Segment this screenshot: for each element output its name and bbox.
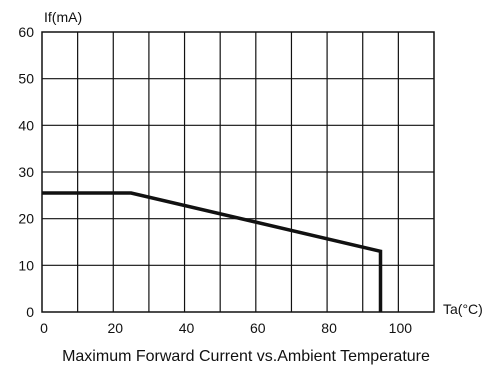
grid: [42, 32, 434, 312]
x-tick-label: 40: [179, 320, 195, 336]
x-tick-label: 20: [107, 320, 123, 336]
x-tick-label: 100: [389, 320, 413, 336]
series-line: [42, 191, 383, 312]
plot-frame: [41, 31, 435, 313]
y-axis-label: If(mA): [44, 9, 82, 25]
plot-border: [41, 31, 435, 313]
x-axis-label: Ta(°C): [443, 301, 483, 317]
y-tick-label: 50: [18, 71, 34, 87]
series-layer: [42, 191, 383, 312]
y-tick-label: 0: [26, 304, 34, 320]
chart-title: Maximum Forward Current vs.Ambient Tempe…: [62, 348, 430, 365]
x-tick-label: 80: [321, 320, 337, 336]
y-tick-label: 60: [18, 24, 34, 40]
y-tick-label: 30: [18, 164, 34, 180]
x-tick-label: 60: [250, 320, 266, 336]
y-tick-label: 10: [18, 257, 34, 273]
y-tick-label: 20: [18, 211, 34, 227]
x-tick-label: 0: [40, 320, 48, 336]
y-tick-label: 40: [18, 117, 34, 133]
tick-labels: 0 10 20 30 40 50 60 0 20 40 60 80 100: [18, 24, 412, 336]
